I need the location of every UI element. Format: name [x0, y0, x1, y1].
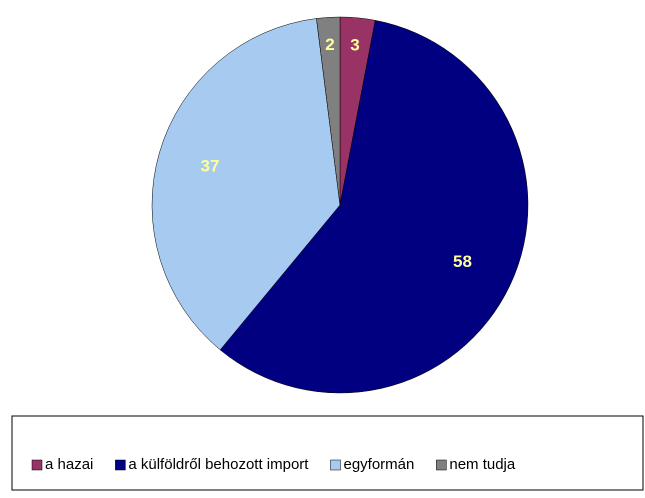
- data-label: 3: [350, 35, 359, 54]
- legend-swatch: [115, 459, 126, 471]
- data-label: 37: [201, 157, 220, 176]
- legend-box: [11, 415, 644, 491]
- data-label: 58: [453, 252, 472, 271]
- legend-swatch: [31, 459, 43, 471]
- legend-label: egyformán: [343, 456, 414, 473]
- data-label: 2: [325, 35, 334, 54]
- legend-label: nem tudja: [449, 456, 516, 473]
- pie-slice: [219, 20, 529, 394]
- legend-swatch: [436, 459, 447, 471]
- legend-label: a hazai: [45, 456, 93, 473]
- legend-swatch: [330, 459, 341, 471]
- legend-label: a külföldről behozott import: [128, 456, 309, 473]
- pie-slice: [316, 16, 341, 206]
- pie-slice: [151, 18, 341, 351]
